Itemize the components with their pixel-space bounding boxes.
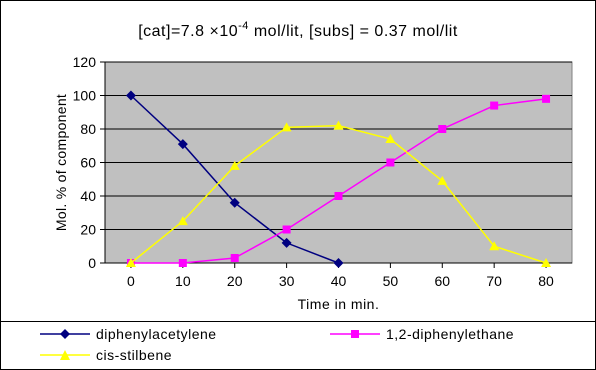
- point-cis-stilbene-2: [229, 160, 240, 170]
- point-diphenylacetylene-0: [125, 90, 136, 101]
- legend-item-cis-stilbene: cis-stilbene: [40, 347, 172, 363]
- legend-swatch-cis-stilbene: [40, 350, 90, 360]
- chart-title-superscript: -4: [238, 20, 249, 32]
- legend-item-diphenylethane: 1,2-diphenylethane: [330, 326, 514, 342]
- legend-item-diphenylacetylene: diphenylacetylene: [40, 326, 217, 342]
- point-1-2-diphenylethane-5: [386, 158, 395, 167]
- point-1-2-diphenylethane-6: [438, 125, 447, 133]
- x-tick-label-10: 10: [175, 273, 191, 289]
- legend-label-cis-stilbene: cis-stilbene: [96, 347, 173, 363]
- y-tick-label-40: 40: [80, 188, 96, 204]
- point-cis-stilbene-0: [125, 258, 136, 267]
- series-cis-stilbene: [125, 120, 552, 267]
- y-tick-label-80: 80: [80, 121, 96, 137]
- x-tick-label-30: 30: [279, 273, 295, 289]
- legend-swatch-diphenylacetylene: [40, 329, 90, 339]
- series-diphenylacetylene: [125, 90, 344, 268]
- point-cis-stilbene-3: [281, 122, 292, 132]
- y-tick-label-20: 20: [80, 222, 96, 238]
- x-tick-label-50: 50: [383, 273, 399, 289]
- point-1-2-diphenylethane-8: [542, 94, 551, 103]
- legend-label-diphenylethane: 1,2-diphenylethane: [386, 326, 515, 342]
- x-tick-label-70: 70: [486, 273, 502, 289]
- x-tick-label-0: 0: [127, 273, 135, 289]
- point-cis-stilbene-8: [541, 258, 552, 267]
- point-cis-stilbene-1: [177, 216, 188, 226]
- point-1-2-diphenylethane-3: [282, 225, 291, 234]
- legend-label-diphenylacetylene: diphenylacetylene: [96, 326, 217, 342]
- x-tick-label-20: 20: [227, 273, 243, 289]
- y-tick-label-0: 0: [88, 255, 96, 271]
- point-cis-stilbene-5: [385, 134, 396, 144]
- series-layer: [125, 90, 552, 268]
- point-diphenylacetylene-3: [281, 237, 292, 248]
- y-tick-label-60: 60: [80, 155, 96, 171]
- x-axis-ticks: 0 10 20 30 40 50 60 70 80: [127, 263, 554, 289]
- point-diphenylacetylene-4: [333, 258, 344, 268]
- point-1-2-diphenylethane-1: [178, 259, 187, 267]
- y-tick-label-120: 120: [73, 54, 97, 70]
- point-cis-stilbene-6: [437, 175, 448, 185]
- legend: diphenylacetylene 1,2-diphenylethane cis…: [0, 320, 596, 370]
- legend-swatch-diphenylethane: [330, 330, 380, 338]
- chart-title: [cat]=7.8 ×10-4 mol/lit, [subs] = 0.37 m…: [138, 20, 458, 40]
- chart-title-main: [cat]=7.8 ×10: [138, 23, 238, 40]
- x-axis-title: Time in min.: [298, 296, 380, 312]
- y-axis-ticks: 0 20 40 60 80 100 120: [73, 54, 105, 271]
- point-cis-stilbene-4: [333, 120, 344, 130]
- point-diphenylacetylene-1: [177, 139, 188, 150]
- point-1-2-diphenylethane-7: [490, 101, 499, 110]
- point-1-2-diphenylethane-2: [230, 253, 239, 262]
- point-cis-stilbene-7: [489, 241, 500, 251]
- x-tick-label-40: 40: [331, 273, 347, 289]
- x-tick-label-80: 80: [538, 273, 554, 289]
- y-axis-title: Mol. % of component: [53, 94, 69, 231]
- chart-title-rest: mol/lit, [subs] = 0.37 mol/lit: [249, 23, 458, 40]
- y-tick-label-100: 100: [73, 88, 97, 104]
- point-1-2-diphenylethane-4: [334, 192, 343, 200]
- x-tick-label-60: 60: [434, 273, 450, 289]
- point-diphenylacetylene-2: [229, 197, 240, 208]
